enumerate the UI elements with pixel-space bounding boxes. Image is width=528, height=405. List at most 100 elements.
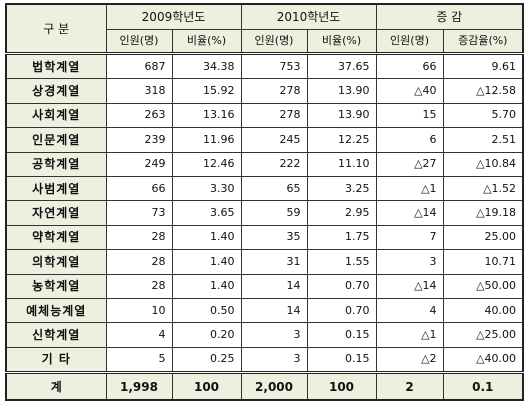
cell-ratio-2009: 3.65 bbox=[171, 200, 242, 226]
table-row: 예체능계열 10 0.50 14 0.70 4 40.00 bbox=[5, 297, 525, 324]
cell-count-2010: 3 bbox=[240, 322, 308, 348]
cell-count-2009: 28 bbox=[105, 224, 173, 251]
cell-ratio-2009: 15.92 bbox=[171, 78, 242, 104]
cell-ratio-change: △25.00 bbox=[442, 322, 525, 348]
cell-ratio-2010: 12.25 bbox=[306, 127, 377, 153]
cell-ratio-2009: 0.20 bbox=[171, 322, 242, 348]
table-row: 사범계열 66 3.30 65 3.25 △1 △1.52 bbox=[5, 175, 525, 202]
cell-ratio-change: 5.70 bbox=[442, 102, 525, 129]
total-label: 계 bbox=[5, 371, 107, 402]
cell-count-2010: 245 bbox=[240, 127, 308, 153]
header-year-2010: 2010학년도 bbox=[240, 3, 377, 30]
cell-count-2010: 753 bbox=[240, 51, 308, 80]
cell-ratio-2010: 0.15 bbox=[306, 346, 377, 374]
row-category: 신학계열 bbox=[5, 322, 107, 348]
row-category: 사범계열 bbox=[5, 175, 107, 202]
cell-count-2010: 222 bbox=[240, 151, 308, 177]
cell-count-2010: 31 bbox=[240, 249, 308, 275]
table-row: 인문계열 239 11.96 245 12.25 6 2.51 bbox=[5, 127, 525, 153]
header-ratio-2010: 비율(%) bbox=[306, 29, 377, 54]
cell-count-2010: 14 bbox=[240, 273, 308, 299]
cell-count-change: 15 bbox=[375, 102, 444, 129]
table-row: 농학계열 28 1.40 14 0.70 △14 △50.00 bbox=[5, 273, 525, 299]
cell-count-2010: 65 bbox=[240, 175, 308, 202]
cell-count-2009: 4 bbox=[105, 322, 173, 348]
cell-ratio-2010: 0.70 bbox=[306, 273, 377, 299]
cell-ratio-2010: 3.25 bbox=[306, 175, 377, 202]
cell-ratio-2009: 3.30 bbox=[171, 175, 242, 202]
table-header: 구 분 2009학년도 2010학년도 증 감 인원(명) 비율(%) 인원(명… bbox=[5, 3, 525, 54]
cell-ratio-2010: 13.90 bbox=[306, 102, 377, 129]
cell-count-2010: 278 bbox=[240, 78, 308, 104]
cell-count-2009: 239 bbox=[105, 127, 173, 153]
total-count-change: 2 bbox=[375, 371, 444, 402]
cell-ratio-change: △19.18 bbox=[442, 200, 525, 226]
cell-ratio-change: △50.00 bbox=[442, 273, 525, 299]
cell-count-change: △27 bbox=[375, 151, 444, 177]
cell-count-2010: 35 bbox=[240, 224, 308, 251]
cell-ratio-2009: 1.40 bbox=[171, 224, 242, 251]
cell-count-2010: 14 bbox=[240, 297, 308, 324]
header-year-2009: 2009학년도 bbox=[105, 3, 242, 30]
cell-count-2009: 5 bbox=[105, 346, 173, 374]
header-change-ratio: 증감율(%) bbox=[442, 29, 525, 54]
cell-ratio-2010: 0.15 bbox=[306, 322, 377, 348]
table-row: 상경계열 318 15.92 278 13.90 △40 △12.58 bbox=[5, 78, 525, 104]
cell-count-change: 66 bbox=[375, 51, 444, 80]
cell-count-2010: 59 bbox=[240, 200, 308, 226]
cell-ratio-2009: 1.40 bbox=[171, 249, 242, 275]
table-row: 사회계열 263 13.16 278 13.90 15 5.70 bbox=[5, 102, 525, 129]
cell-ratio-2009: 12.46 bbox=[171, 151, 242, 177]
cell-ratio-change: △40.00 bbox=[442, 346, 525, 374]
total-count-2010: 2,000 bbox=[240, 371, 308, 402]
cell-ratio-2010: 11.10 bbox=[306, 151, 377, 177]
cell-ratio-2009: 13.16 bbox=[171, 102, 242, 129]
row-category: 법학계열 bbox=[5, 51, 107, 80]
cell-ratio-2010: 1.75 bbox=[306, 224, 377, 251]
table-row: 의학계열 28 1.40 31 1.55 3 10.71 bbox=[5, 249, 525, 275]
header-category: 구 분 bbox=[5, 3, 107, 54]
table-row: 약학계열 28 1.40 35 1.75 7 25.00 bbox=[5, 224, 525, 251]
header-count-2010: 인원(명) bbox=[240, 29, 308, 54]
row-category: 의학계열 bbox=[5, 249, 107, 275]
header-ratio-2009: 비율(%) bbox=[171, 29, 242, 54]
cell-count-change: △14 bbox=[375, 273, 444, 299]
table-row: 법학계열 687 34.38 753 37.65 66 9.61 bbox=[5, 51, 525, 80]
cell-count-2009: 249 bbox=[105, 151, 173, 177]
cell-ratio-change: 2.51 bbox=[442, 127, 525, 153]
header-count-change: 인원(명) bbox=[375, 29, 444, 54]
table-footer: 계 1,998 100 2,000 100 2 0.1 bbox=[5, 371, 525, 402]
total-row: 계 1,998 100 2,000 100 2 0.1 bbox=[5, 371, 525, 402]
cell-count-change: △2 bbox=[375, 346, 444, 374]
header-count-2009: 인원(명) bbox=[105, 29, 173, 54]
total-count-2009: 1,998 bbox=[105, 371, 173, 402]
cell-count-change: △40 bbox=[375, 78, 444, 104]
cell-ratio-change: 10.71 bbox=[442, 249, 525, 275]
row-category: 예체능계열 bbox=[5, 297, 107, 324]
cell-count-2009: 66 bbox=[105, 175, 173, 202]
cell-count-change: 4 bbox=[375, 297, 444, 324]
cell-ratio-change: △12.58 bbox=[442, 78, 525, 104]
header-change: 증 감 bbox=[375, 3, 525, 30]
cell-count-2009: 28 bbox=[105, 273, 173, 299]
cell-ratio-change: △10.84 bbox=[442, 151, 525, 177]
cell-ratio-2010: 37.65 bbox=[306, 51, 377, 80]
admissions-stats-table: 구 분 2009학년도 2010학년도 증 감 인원(명) 비율(%) 인원(명… bbox=[5, 3, 525, 402]
table-row: 신학계열 4 0.20 3 0.15 △1 △25.00 bbox=[5, 322, 525, 348]
cell-ratio-2010: 2.95 bbox=[306, 200, 377, 226]
row-category: 자연계열 bbox=[5, 200, 107, 226]
row-category: 기 타 bbox=[5, 346, 107, 374]
cell-count-change: 7 bbox=[375, 224, 444, 251]
cell-count-2009: 687 bbox=[105, 51, 173, 80]
cell-count-2009: 28 bbox=[105, 249, 173, 275]
cell-ratio-2010: 1.55 bbox=[306, 249, 377, 275]
table-row: 기 타 5 0.25 3 0.15 △2 △40.00 bbox=[5, 346, 525, 374]
cell-count-change: △1 bbox=[375, 322, 444, 348]
cell-ratio-2009: 11.96 bbox=[171, 127, 242, 153]
cell-count-2009: 73 bbox=[105, 200, 173, 226]
cell-count-2009: 318 bbox=[105, 78, 173, 104]
row-category: 상경계열 bbox=[5, 78, 107, 104]
row-category: 농학계열 bbox=[5, 273, 107, 299]
cell-count-change: 3 bbox=[375, 249, 444, 275]
cell-ratio-change: 40.00 bbox=[442, 297, 525, 324]
